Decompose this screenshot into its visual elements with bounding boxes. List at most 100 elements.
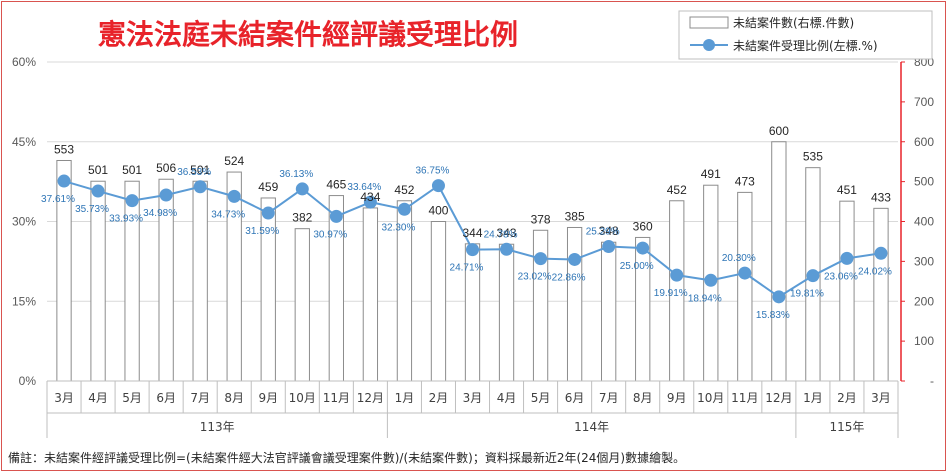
bar [737,191,753,382]
bar [328,195,344,382]
bar [124,180,140,382]
right-tick-label: 200 [914,294,934,308]
ratio-point [534,252,548,266]
x-category-label: 4月 [88,391,108,405]
ratio-value-label: 33.93% [109,214,143,225]
ratio-point [500,242,514,256]
x-category-label: 7月 [599,391,619,405]
bar-value-label: 344 [462,226,482,240]
bar [498,243,515,382]
x-category-label: 6月 [156,391,176,405]
bar-value-label: 451 [837,183,857,197]
ratio-value-label: 37.61% [41,194,75,205]
ratio-point [397,202,411,216]
ratio-value-label: 35.73% [75,204,109,215]
bar-value-label: 501 [122,163,142,177]
bar-value-label: 535 [803,150,823,164]
bar [566,226,583,382]
left-tick-label: 60% [12,55,36,69]
ratio-point [670,268,684,282]
x-category-label: 10月 [289,391,316,405]
bar-value-label: 553 [54,142,74,156]
right-tick-label: - [930,374,934,388]
bar-value-label: 491 [701,167,721,181]
ratio-value-label: 18.94% [688,293,722,304]
bar-value-label: 343 [497,226,517,240]
bar [362,207,379,382]
bar-value-label: 400 [428,204,448,218]
x-group-label: 113年 [200,420,235,434]
bar-value-label: 459 [258,180,278,194]
bar [839,200,855,382]
bar-value-label: 433 [871,190,891,204]
left-tick-label: 15% [12,294,36,308]
left-tick-label: 45% [12,135,36,149]
bar [192,180,208,382]
ratio-value-label: 23.02% [518,272,552,283]
ratio-point [329,209,343,223]
right-tick-label: 300 [914,254,934,268]
bar-value-label: 348 [599,224,619,238]
bar-value-label: 524 [224,154,244,168]
ratio-value-label: 36.53% [177,167,211,178]
legend-bar-label: 未結案件數(右標.件數) [733,15,854,30]
x-category-label: 11月 [323,391,350,405]
line-series [57,174,888,304]
bar-value-label: 452 [667,183,687,197]
ratio-value-label: 22.86% [552,272,586,283]
ratio-point [568,252,582,266]
ratio-point [431,179,445,193]
x-category-label: 4月 [497,391,517,405]
x-category-label: 8月 [224,391,244,405]
ratio-point [57,174,71,188]
ratio-point [363,195,377,209]
bar [226,171,242,382]
ratio-point [227,189,241,203]
ratio-point [193,180,207,194]
ratio-value-label: 33.64% [347,182,381,193]
bar-value-label: 465 [326,178,346,192]
bar-value-label: 506 [156,161,176,175]
chart-title: 憲法法庭未結案件經評議受理比例 [98,18,518,51]
ratio-point [636,241,650,255]
ratio-point [261,206,275,220]
left-tick-label: 0% [19,374,37,388]
bar-value-label: 501 [88,163,108,177]
ratio-point [466,243,479,257]
bar [873,207,889,382]
ratio-value-label: 25.29% [586,227,620,238]
bar [430,221,447,382]
x-category-label: 2月 [429,391,449,405]
ratio-value-labels: 37.61%35.73%33.93%34.98% 36.53% 34.73%31.5… [41,166,892,321]
ratio-value-label: 34.98% [143,208,177,219]
ratio-point [602,240,616,254]
ratio-point [806,269,820,283]
ratio-value-label: 30.97% [313,229,347,240]
x-category-label: 2月 [837,391,857,405]
right-tick-label: 600 [914,135,934,149]
x-group-label: 114年 [574,420,609,434]
legend: 未結案件數(右標.件數) 未結案件受理比例(左標.%) [678,10,933,60]
x-category-label: 5月 [122,391,142,405]
x-category-label: 1月 [395,391,415,405]
x-category-label: 3月 [54,391,74,405]
ratio-value-label: 24.02% [858,266,892,277]
ratio-value-label: 24.78% [484,229,518,240]
bar [601,241,617,382]
ratio-value-label: 34.73% [211,209,245,220]
ratio-value-label: 36.13% [279,169,313,180]
bar-value-label: 452 [394,183,414,197]
bar-value-label: 473 [735,174,755,188]
footnote: 備註：未結案件經評議受理比例=(未結案件經大法官評議會議受理案件數)/(未結案件… [8,450,685,465]
bar-value-labels: 553 501 501 506 501 524 459 382 465 434 452 400 344 3… [54,124,891,240]
bar [771,141,787,382]
right-tick-label: 400 [914,215,934,229]
x-category-label: 12月 [357,391,384,405]
ratio-value-label: 32.30% [381,222,415,233]
bar [294,228,310,382]
x-group-label: 115年 [829,420,864,434]
ratio-value-label: 31.59% [245,226,279,237]
x-category-label: 3月 [871,391,891,405]
legend-line-label: 未結案件受理比例(左標.%) [733,38,878,53]
